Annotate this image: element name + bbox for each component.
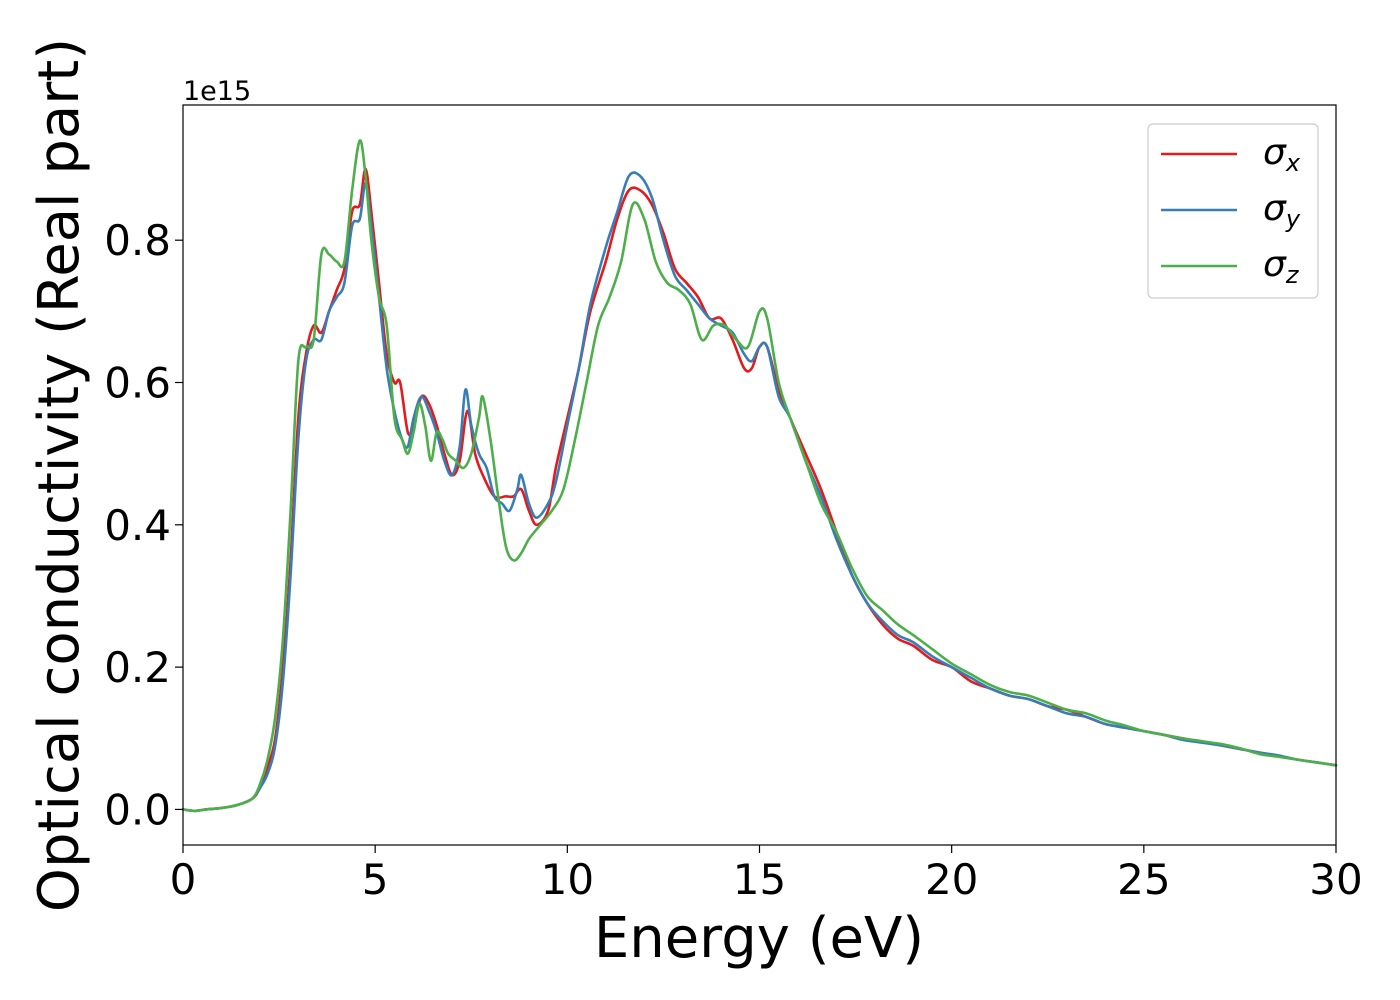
- x-axis: 0 5 10 15 20 25 30: [170, 845, 1363, 904]
- legend-symbol: σ: [1263, 188, 1287, 229]
- series-line-sigma-y: [181, 171, 1338, 813]
- legend-subscript: z: [1285, 261, 1300, 289]
- x-tick-label: 0: [170, 855, 197, 904]
- legend-label-y: σy: [1263, 188, 1301, 233]
- legend-label-x: σx: [1263, 132, 1301, 177]
- series-line-sigma-z: [181, 139, 1338, 813]
- x-tick-label: 10: [541, 855, 594, 904]
- x-tick-label: 20: [925, 855, 978, 904]
- x-tick-label: 30: [1309, 855, 1362, 904]
- legend-subscript: x: [1285, 149, 1301, 177]
- legend-subscript: y: [1285, 205, 1301, 233]
- y-axis-title: Optical conductivity (Real part): [27, 38, 92, 912]
- y-tick-label: 0.6: [104, 359, 171, 408]
- legend-symbol: σ: [1263, 132, 1287, 173]
- y-tick-label: 0.8: [104, 216, 171, 265]
- legend-label-z: σz: [1263, 244, 1300, 289]
- x-tick-label: 5: [362, 855, 389, 904]
- y-tick-label: 0.2: [104, 643, 171, 692]
- legend-symbol: σ: [1263, 244, 1287, 285]
- y-tick-label: 0.4: [104, 501, 171, 550]
- y-tick-label: 0.0: [104, 785, 171, 834]
- x-axis-title: Energy (eV): [594, 906, 924, 971]
- series-layer: [181, 139, 1338, 813]
- x-tick-label: 25: [1117, 855, 1170, 904]
- y-offset-text: 1e15: [183, 76, 251, 107]
- x-tick-label: 15: [733, 855, 786, 904]
- y-axis: 0.0 0.2 0.4 0.6 0.8: [104, 216, 183, 834]
- plot-background: [183, 105, 1336, 845]
